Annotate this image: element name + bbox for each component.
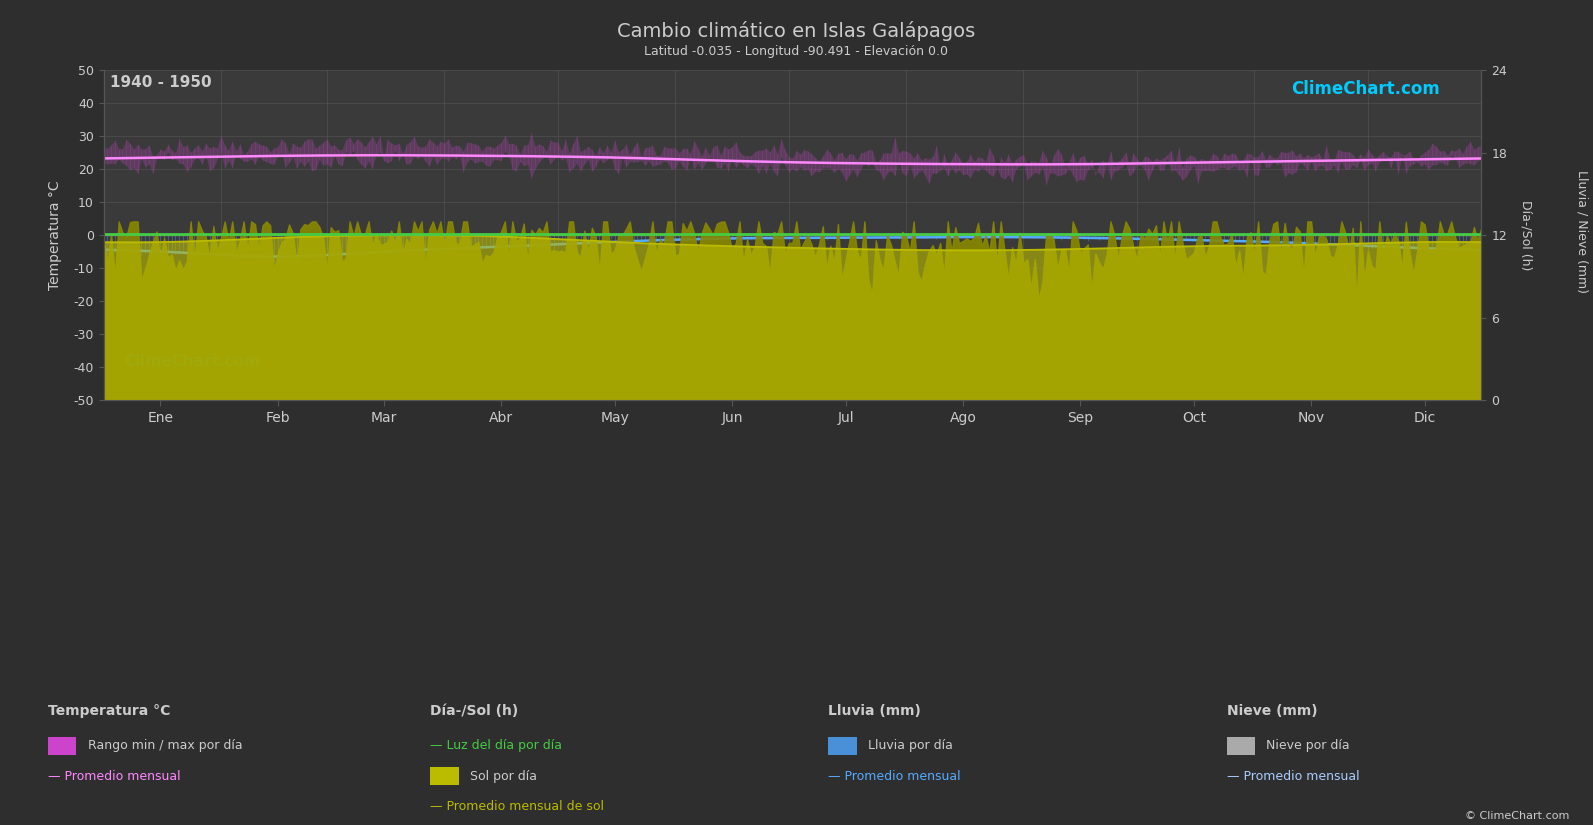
Text: — Promedio mensual: — Promedio mensual xyxy=(48,770,180,783)
Text: — Promedio mensual de sol: — Promedio mensual de sol xyxy=(430,799,604,813)
Text: Cambio climático en Islas Galápagos: Cambio climático en Islas Galápagos xyxy=(618,21,975,40)
Text: Lluvia por día: Lluvia por día xyxy=(868,739,953,752)
Text: Nieve (mm): Nieve (mm) xyxy=(1227,704,1317,718)
Text: ClimeChart.com: ClimeChart.com xyxy=(124,354,260,369)
Text: Día-/Sol (h): Día-/Sol (h) xyxy=(430,704,518,718)
Text: Rango min / max por día: Rango min / max por día xyxy=(88,739,242,752)
Text: 1940 - 1950: 1940 - 1950 xyxy=(110,75,212,90)
Text: — Promedio mensual: — Promedio mensual xyxy=(1227,770,1359,783)
Text: Latitud -0.035 - Longitud -90.491 - Elevación 0.0: Latitud -0.035 - Longitud -90.491 - Elev… xyxy=(645,45,948,59)
Y-axis label: Día-/Sol (h): Día-/Sol (h) xyxy=(1520,200,1532,271)
Text: — Luz del día por día: — Luz del día por día xyxy=(430,739,562,752)
Text: Sol por día: Sol por día xyxy=(470,770,537,783)
Text: — Promedio mensual: — Promedio mensual xyxy=(828,770,961,783)
Text: © ClimeChart.com: © ClimeChart.com xyxy=(1464,811,1569,821)
Y-axis label: Temperatura °C: Temperatura °C xyxy=(48,181,62,290)
Text: Lluvia / Nieve (mm): Lluvia / Nieve (mm) xyxy=(1575,169,1588,293)
Text: Temperatura °C: Temperatura °C xyxy=(48,704,170,718)
Text: Nieve por día: Nieve por día xyxy=(1266,739,1349,752)
Text: ClimeChart.com: ClimeChart.com xyxy=(1292,80,1440,98)
Text: Lluvia (mm): Lluvia (mm) xyxy=(828,704,921,718)
